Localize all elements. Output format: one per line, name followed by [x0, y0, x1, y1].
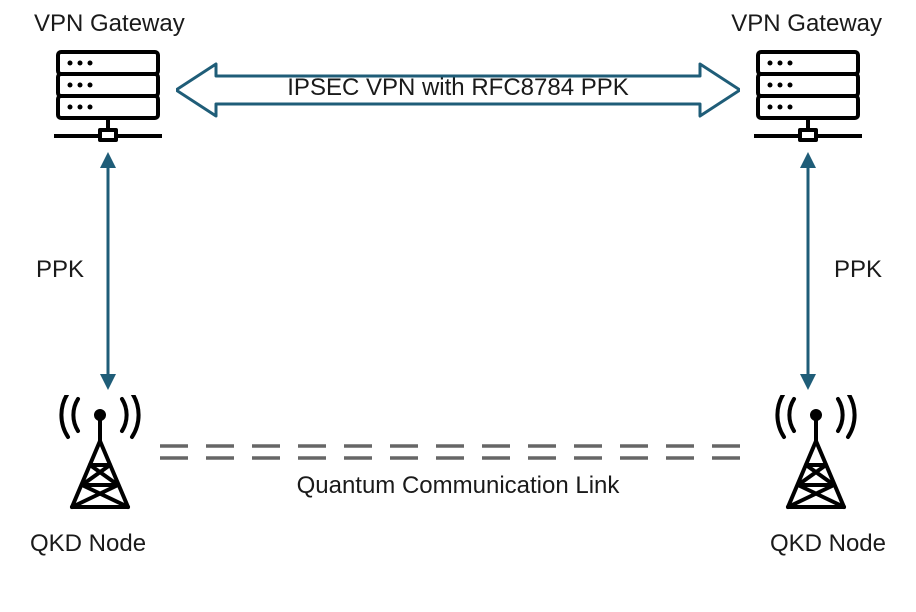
- qkd-node-left-label: QKD Node: [30, 530, 146, 558]
- quantum-link-label: Quantum Communication Link: [0, 472, 916, 500]
- vpn-gateway-left-label: VPN Gateway: [34, 10, 185, 38]
- ppk-right-label: PPK: [834, 256, 882, 284]
- quantum-link-line: [160, 440, 756, 464]
- ppk-left-label: PPK: [36, 256, 84, 284]
- ppk-left-arrow: [96, 152, 120, 390]
- vpn-gateway-right-label: VPN Gateway: [731, 10, 882, 38]
- qkd-node-right-label: QKD Node: [770, 530, 886, 558]
- ppk-right-arrow: [796, 152, 820, 390]
- ipsec-vpn-label: IPSEC VPN with RFC8784 PPK: [0, 74, 916, 102]
